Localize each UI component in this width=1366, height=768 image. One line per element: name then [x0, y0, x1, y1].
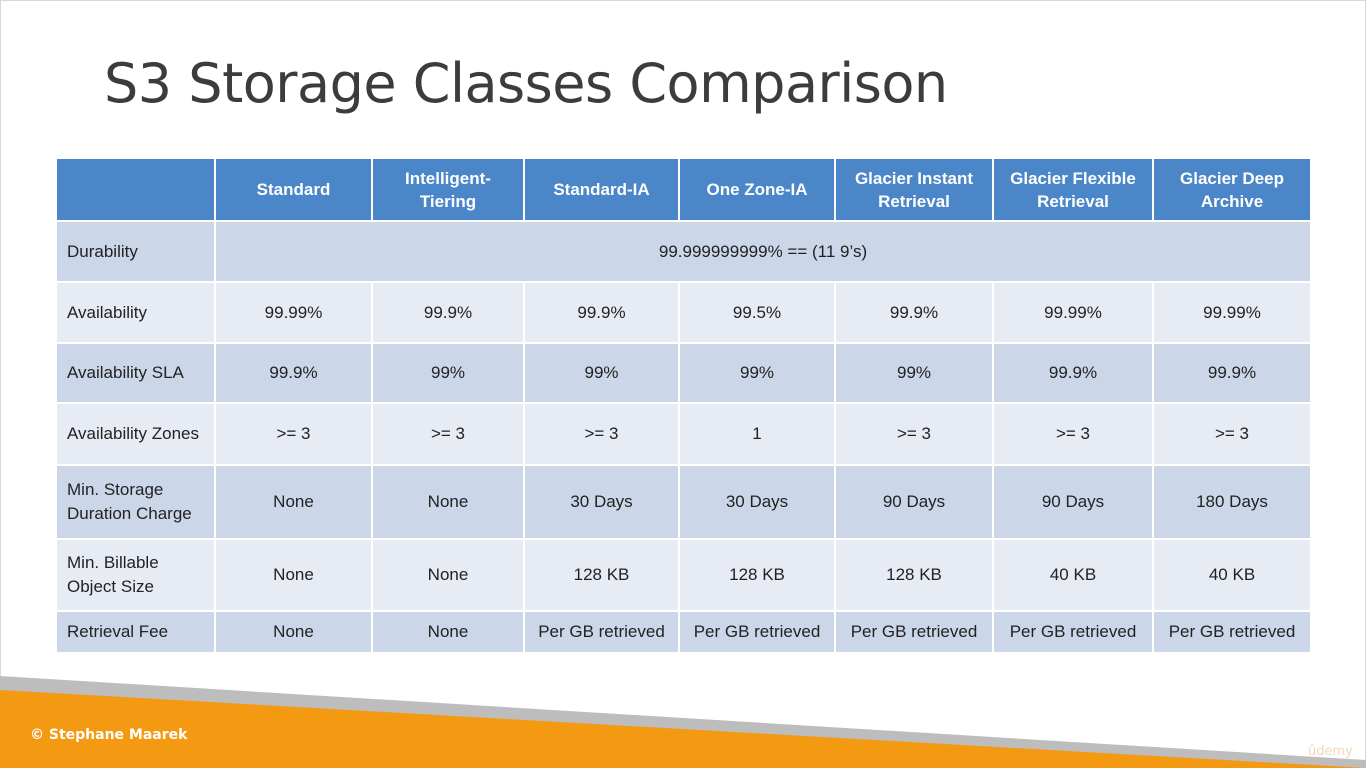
table-row: Availability SLA 99.9% 99% 99% 99% 99% 9…: [55, 342, 1312, 404]
header-standard: Standard: [214, 157, 373, 222]
table-cell: None: [371, 610, 525, 654]
table-cell: >= 3: [992, 402, 1154, 466]
header-standard-ia: Standard-IA: [523, 157, 680, 222]
row-label: Min. Billable Object Size: [55, 538, 216, 612]
table-cell: >= 3: [371, 402, 525, 466]
row-durability: Durability 99.999999999% == (11 9’s): [55, 220, 1312, 283]
table-cell: 128 KB: [834, 538, 994, 612]
table-cell: None: [371, 538, 525, 612]
table-cell: 99%: [678, 342, 836, 404]
table-cell: 128 KB: [523, 538, 680, 612]
table-row: Min. Storage Duration Charge None None 3…: [55, 464, 1312, 540]
table-cell: >= 3: [523, 402, 680, 466]
slide-title: S3 Storage Classes Comparison: [104, 52, 948, 115]
footer-gray-band: [0, 676, 1366, 768]
table-cell: 99.9%: [834, 281, 994, 344]
header-corner-cell: [55, 157, 216, 222]
table-cell: 40 KB: [1152, 538, 1312, 612]
table-cell: 99%: [371, 342, 525, 404]
table-cell: 99.99%: [214, 281, 373, 344]
header-one-zone-ia: One Zone-IA: [678, 157, 836, 222]
row-label: Availability SLA: [55, 342, 216, 404]
table-cell: 99.99%: [1152, 281, 1312, 344]
table-cell: None: [371, 464, 525, 540]
header-glacier-instant-retrieval: Glacier Instant Retrieval: [834, 157, 994, 222]
table-row: Retrieval Fee None None Per GB retrieved…: [55, 610, 1312, 654]
table-cell: Per GB retrieved: [992, 610, 1154, 654]
footer-orange-band: [0, 690, 1366, 768]
table-cell: 180 Days: [1152, 464, 1312, 540]
table-cell: >= 3: [834, 402, 994, 466]
table-row: Availability 99.99% 99.9% 99.9% 99.5% 99…: [55, 281, 1312, 344]
table-row: Availability Zones >= 3 >= 3 >= 3 1 >= 3…: [55, 402, 1312, 466]
durability-value: 99.999999999% == (11 9’s): [214, 220, 1312, 283]
table-cell: 99.5%: [678, 281, 836, 344]
table-cell: 30 Days: [678, 464, 836, 540]
table-cell: 90 Days: [834, 464, 994, 540]
table-cell: >= 3: [1152, 402, 1312, 466]
table-cell: 99%: [523, 342, 680, 404]
header-glacier-flexible-retrieval: Glacier Flexible Retrieval: [992, 157, 1154, 222]
table-cell: Per GB retrieved: [1152, 610, 1312, 654]
table-cell: 99.9%: [1152, 342, 1312, 404]
comparison-table-container: Standard Intelligent-Tiering Standard-IA…: [55, 157, 1312, 654]
table-cell: None: [214, 610, 373, 654]
table-cell: None: [214, 538, 373, 612]
table-cell: 99.9%: [371, 281, 525, 344]
table-cell: 128 KB: [678, 538, 836, 612]
table-cell: Per GB retrieved: [834, 610, 994, 654]
row-label: Durability: [55, 220, 216, 283]
storage-classes-table: Standard Intelligent-Tiering Standard-IA…: [55, 157, 1312, 654]
table-cell: 99.9%: [523, 281, 680, 344]
header-intelligent-tiering: Intelligent-Tiering: [371, 157, 525, 222]
table-cell: 99.99%: [992, 281, 1154, 344]
table-cell: 99.9%: [992, 342, 1154, 404]
table-cell: None: [214, 464, 373, 540]
udemy-watermark: ûdemy: [1308, 744, 1353, 759]
row-label: Availability Zones: [55, 402, 216, 466]
table-cell: Per GB retrieved: [523, 610, 680, 654]
table-header-row: Standard Intelligent-Tiering Standard-IA…: [55, 157, 1312, 222]
header-glacier-deep-archive: Glacier Deep Archive: [1152, 157, 1312, 222]
copyright-text: © Stephane Maarek: [30, 727, 188, 743]
table-cell: 90 Days: [992, 464, 1154, 540]
table-cell: >= 3: [214, 402, 373, 466]
table-cell: 99%: [834, 342, 994, 404]
row-label: Retrieval Fee: [55, 610, 216, 654]
table-cell: 30 Days: [523, 464, 680, 540]
table-cell: 40 KB: [992, 538, 1154, 612]
table-cell: 99.9%: [214, 342, 373, 404]
row-label: Availability: [55, 281, 216, 344]
row-label: Min. Storage Duration Charge: [55, 464, 216, 540]
table-cell: 1: [678, 402, 836, 466]
table-cell: Per GB retrieved: [678, 610, 836, 654]
table-row: Min. Billable Object Size None None 128 …: [55, 538, 1312, 612]
